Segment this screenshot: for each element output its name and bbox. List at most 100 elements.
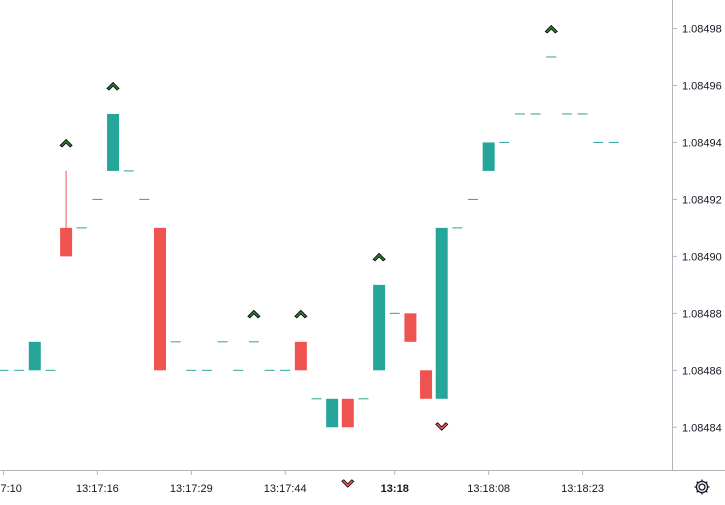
candle-37[interactable] [577, 113, 588, 115]
price-tick-label: 1.08490 [682, 251, 722, 263]
candle-32[interactable] [499, 141, 510, 143]
candle-body [593, 141, 604, 143]
candle-9[interactable] [139, 198, 150, 200]
candle-11[interactable] [170, 341, 181, 343]
arrow-up-marker-1 [106, 81, 120, 91]
candle-29[interactable] [452, 227, 463, 229]
markers-layer [59, 24, 558, 488]
time-tick-label: 13:18:08 [467, 483, 510, 495]
candle-20[interactable] [311, 398, 322, 400]
candle-8[interactable] [123, 170, 134, 172]
candle-body [420, 370, 433, 399]
candle-body [170, 341, 181, 343]
candle-5[interactable] [76, 227, 87, 229]
candle-body [608, 141, 619, 143]
candle-38[interactable] [593, 141, 604, 143]
candle-25[interactable] [389, 312, 400, 314]
bars-layer [0, 56, 619, 428]
arrow-up-marker-3 [294, 309, 308, 319]
arrow-up-marker-5 [372, 252, 386, 262]
candle-body [264, 369, 275, 371]
candle-34[interactable] [530, 113, 541, 115]
candle-22[interactable] [341, 398, 354, 428]
price-axis-background[interactable] [672, 0, 725, 470]
candle-10[interactable] [154, 227, 166, 371]
gear-icon[interactable] [691, 476, 713, 498]
candle-35[interactable] [546, 56, 557, 58]
candle-body [341, 398, 354, 428]
candle-body [561, 113, 572, 115]
candle-body [577, 113, 588, 115]
candle-body [311, 398, 322, 400]
candle-2[interactable] [28, 341, 41, 371]
candle-body [123, 170, 134, 172]
candle-body [60, 227, 73, 257]
time-axis[interactable]: 3:17:10 13:17:16 13:17:29 13:17:44 13:18 13:1… [0, 470, 604, 495]
candle-12[interactable] [186, 369, 197, 371]
candle-16[interactable] [248, 341, 259, 343]
candle-21[interactable] [326, 398, 339, 428]
arrow-up-marker-7 [544, 24, 558, 34]
time-tick-label: 3:17:10 [0, 483, 22, 495]
price-axis[interactable]: 1.08484 1.08486 1.08488 1.08490 1.08492 1.084… [672, 23, 722, 434]
candle-13[interactable] [201, 369, 212, 371]
candle-body [217, 341, 228, 343]
candle-body [28, 341, 41, 371]
candle-body [186, 369, 197, 371]
candle-body [482, 142, 495, 171]
candle-7[interactable] [107, 113, 120, 171]
candle-body [468, 198, 478, 200]
candle-body [530, 113, 541, 115]
candle-14[interactable] [217, 341, 228, 343]
candle-body [452, 227, 463, 229]
candle-body [0, 369, 9, 371]
candle-body [107, 113, 120, 171]
candle-39[interactable] [608, 141, 619, 143]
arrow-up-marker-0 [59, 138, 73, 148]
candle-body [92, 198, 103, 200]
candle-15[interactable] [233, 369, 244, 371]
arrow-down-marker-4 [341, 479, 355, 488]
time-tick-label: 13:17:16 [76, 483, 119, 495]
candle-body [294, 341, 307, 371]
candle-body [45, 369, 56, 371]
candle-body [514, 113, 525, 115]
candle-36[interactable] [561, 113, 572, 115]
arrow-down-marker-6 [435, 422, 449, 431]
candle-body [326, 398, 339, 428]
price-tick-label: 1.08488 [682, 308, 722, 320]
candle-28[interactable] [435, 227, 448, 399]
candle-26[interactable] [404, 313, 417, 342]
price-tick-label: 1.08486 [682, 365, 722, 377]
candle-23[interactable] [358, 398, 369, 400]
candle-body [248, 341, 259, 343]
candle-body [139, 198, 150, 200]
candle-3[interactable] [45, 369, 56, 371]
candle-body [389, 312, 400, 314]
price-tick-label: 1.08496 [682, 80, 722, 92]
candle-6[interactable] [92, 198, 103, 200]
candle-body [201, 369, 212, 371]
candle-17[interactable] [264, 369, 275, 371]
time-tick-label: 13:18:23 [561, 483, 604, 495]
candle-18[interactable] [280, 369, 291, 371]
candle-body [14, 369, 25, 371]
arrow-up-marker-2 [247, 309, 261, 319]
candle-body [233, 369, 244, 371]
candle-body [435, 227, 448, 399]
candle-27[interactable] [420, 370, 433, 399]
candle-19[interactable] [294, 341, 307, 371]
candle-24[interactable] [373, 284, 386, 371]
candle-33[interactable] [514, 113, 525, 115]
candle-1[interactable] [14, 369, 25, 371]
candle-body [404, 313, 417, 342]
candle-0[interactable] [0, 369, 9, 371]
candle-body [154, 227, 166, 371]
candle-4[interactable] [60, 170, 73, 257]
candle-31[interactable] [482, 142, 495, 171]
price-tick-label: 1.08484 [682, 422, 722, 434]
candle-30[interactable] [468, 198, 478, 200]
candle-body [373, 284, 386, 371]
